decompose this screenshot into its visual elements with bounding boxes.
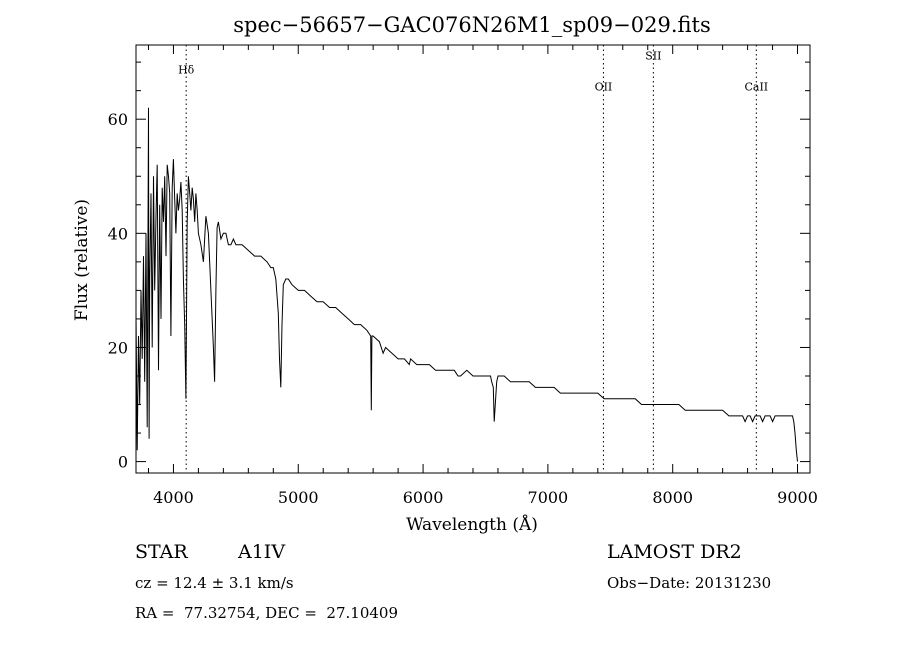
x-tick-label: 6000 <box>403 488 444 507</box>
x-tick-label: 4000 <box>153 488 194 507</box>
plot-frame <box>135 44 811 474</box>
y-axis-label: Flux (relative) <box>72 199 92 321</box>
x-tick-label: 9000 <box>777 488 818 507</box>
object-subclass: A1IV <box>238 541 286 563</box>
object-class: STAR <box>135 541 188 563</box>
x-tick-label: 8000 <box>652 488 693 507</box>
series-layer <box>135 107 798 462</box>
y-tick-label: 60 <box>108 110 128 129</box>
x-tick-label: 5000 <box>278 488 319 507</box>
y-tick-label: 40 <box>108 224 128 243</box>
x-tick-label: 7000 <box>528 488 569 507</box>
spectral-line-markers: Hδ OII SII CaII <box>178 45 768 473</box>
marker-label-2: SII <box>645 49 661 62</box>
flux-series-line-0 <box>135 107 798 462</box>
marker-label-0: Hδ <box>178 64 195 77</box>
y-tick-label: 0 <box>118 453 128 472</box>
marker-label-1: OII <box>595 81 613 94</box>
plot-border <box>135 44 811 474</box>
sky-coordinates: RA = 77.32754, DEC = 27.10409 <box>135 604 399 622</box>
y-tick-label: 20 <box>108 338 128 357</box>
axis-ticks: 4000 5000 6000 7000 8000 9000 0 20 40 60 <box>108 45 818 507</box>
survey-name: LAMOST DR2 <box>607 541 742 563</box>
x-axis-label: Wavelength (Å) <box>406 514 538 535</box>
observation-date: Obs−Date: 20131230 <box>607 574 772 592</box>
redshift-cz: cz = 12.4 ± 3.1 km/s <box>135 574 294 592</box>
marker-label-3: CaII <box>744 81 768 94</box>
chart-title: spec−56657−GAC076N26M1_sp09−029.fits <box>233 13 710 37</box>
